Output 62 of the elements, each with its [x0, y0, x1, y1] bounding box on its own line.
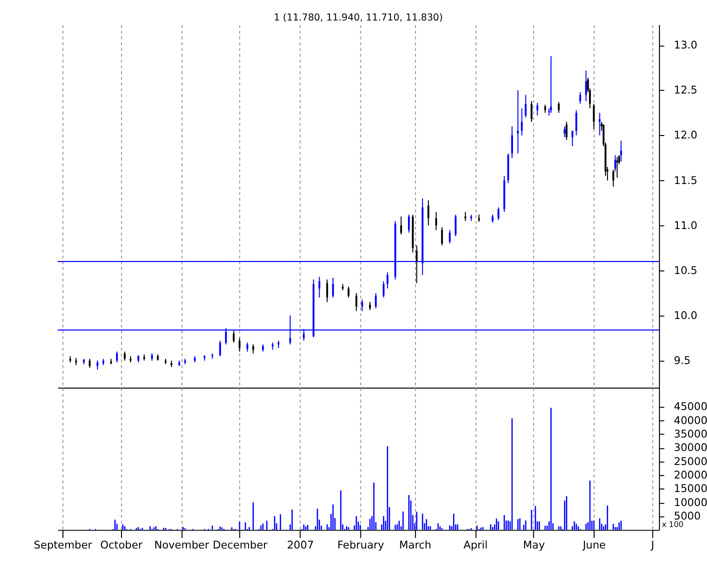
x-tick-label: November	[154, 540, 210, 552]
y-tick-label: 15000	[674, 483, 707, 496]
x-tick-label: March	[399, 540, 432, 552]
x-tick-label: June	[582, 540, 606, 552]
y-tick-label: 20000	[674, 469, 707, 482]
candlestick	[238, 338, 240, 352]
y-tick-label: 40000	[674, 414, 707, 427]
candlestick	[96, 360, 98, 370]
x-tick-label: December	[212, 540, 268, 552]
y-tick-label: 13.0	[674, 40, 698, 52]
candlestick	[318, 276, 320, 298]
candlestick	[454, 214, 457, 237]
candlestick	[498, 206, 500, 221]
candlestick	[382, 280, 385, 298]
candlestick	[585, 70, 587, 102]
candlestick	[564, 126, 566, 138]
candlestick	[550, 56, 552, 114]
candlestick	[116, 351, 118, 363]
text: x 100	[662, 520, 684, 529]
candlestick	[219, 340, 222, 357]
candlestick	[566, 121, 568, 140]
candlestick	[408, 214, 410, 234]
candlestick	[252, 344, 254, 354]
y-tick-label: 9.5	[674, 354, 691, 367]
y-tick-label: 10.0	[674, 310, 698, 322]
candlestick	[427, 200, 430, 226]
y-tick-label: 45000	[674, 401, 707, 414]
y-tick-label: 35000	[674, 428, 707, 440]
y-tick-label: 30000	[674, 442, 707, 454]
y-tick-label: 12.5	[674, 84, 698, 97]
candlestick	[598, 112, 601, 136]
candlestick	[441, 226, 443, 246]
candlestick	[511, 126, 513, 158]
y-tick-label: 11.5	[674, 174, 698, 187]
x-tick-label: April	[464, 540, 488, 552]
candlestick	[536, 102, 538, 116]
candlestick	[572, 130, 574, 147]
candlestick	[530, 100, 532, 122]
x-tick-label: February	[337, 540, 384, 552]
candlestick	[386, 272, 388, 290]
candlestick	[400, 216, 402, 235]
x-tick-label: September	[34, 540, 93, 552]
candlestick	[326, 279, 328, 303]
candlestick	[246, 342, 248, 352]
y-tick-label: 10.5	[674, 264, 698, 277]
candlestick	[355, 292, 358, 312]
candlestick	[435, 211, 438, 230]
y-tick-label: 11.0	[674, 220, 698, 232]
y-tick-label: 12.0	[674, 130, 698, 142]
y-tick-label: 10000	[674, 496, 707, 509]
candlestick	[616, 156, 618, 178]
x-tick-label: October	[100, 540, 144, 552]
candlestick	[517, 90, 519, 154]
candlestick	[348, 286, 350, 298]
candlestick	[620, 140, 622, 162]
candlestick	[332, 277, 334, 298]
chart-title: 1 (11.780, 11.940, 11.710, 11.830)	[274, 12, 443, 24]
y-tick-label: 25000	[674, 456, 707, 468]
x-tick-label: 2007	[286, 540, 314, 552]
candlestick	[464, 211, 466, 222]
x-tick-label: J	[650, 540, 654, 552]
x-tick-label: May	[523, 540, 545, 552]
